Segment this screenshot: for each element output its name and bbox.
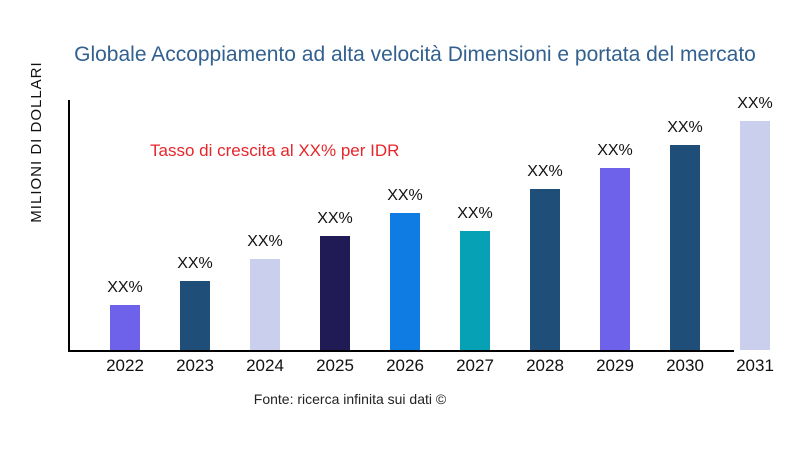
x-tick-label-2026: 2026 (386, 356, 424, 375)
bar-value-label-2030: XX% (667, 119, 703, 136)
x-tick-label-2025: 2025 (316, 356, 354, 375)
x-tick-label-2023: 2023 (176, 356, 214, 375)
bar-value-label-2031: XX% (737, 95, 773, 112)
x-tick-label-2022: 2022 (106, 356, 144, 375)
bar-2027 (460, 231, 490, 350)
bar-value-label-2025: XX% (317, 210, 353, 227)
bar-value-label-2024: XX% (247, 233, 283, 250)
x-tick-label-2027: 2027 (456, 356, 494, 375)
bar-2031 (740, 121, 770, 350)
bar-value-label-2028: XX% (527, 163, 563, 180)
bar-value-label-2022: XX% (107, 279, 143, 296)
x-tick-label-2028: 2028 (526, 356, 564, 375)
bar-2026 (390, 213, 420, 350)
x-axis-line (68, 350, 734, 352)
growth-rate-annotation: Tasso di crescita al XX% per IDR (150, 141, 400, 160)
bar-value-label-2023: XX% (177, 255, 213, 272)
bar-value-label-2027: XX% (457, 205, 493, 222)
y-axis-line (68, 100, 70, 352)
source-note: Fonte: ricerca infinita sui dati © (253, 391, 447, 407)
bar-2022 (110, 305, 140, 350)
y-axis-title: MILIONI DI DOLLARI (28, 61, 45, 223)
bar-2030 (670, 145, 700, 350)
bar-2024 (250, 259, 280, 350)
x-tick-label-2029: 2029 (596, 356, 634, 375)
bar-value-label-2026: XX% (387, 187, 423, 204)
x-tick-label-2031: 2031 (736, 356, 774, 375)
bar-2023 (180, 281, 210, 350)
x-tick-label-2024: 2024 (246, 356, 284, 375)
x-tick-label-2030: 2030 (666, 356, 704, 375)
bar-2025 (320, 236, 350, 350)
bar-2028 (530, 189, 560, 350)
bar-value-label-2029: XX% (597, 142, 633, 159)
bar-2029 (600, 168, 630, 350)
chart-title: Globale Accoppiamento ad alta velocità D… (74, 43, 756, 66)
